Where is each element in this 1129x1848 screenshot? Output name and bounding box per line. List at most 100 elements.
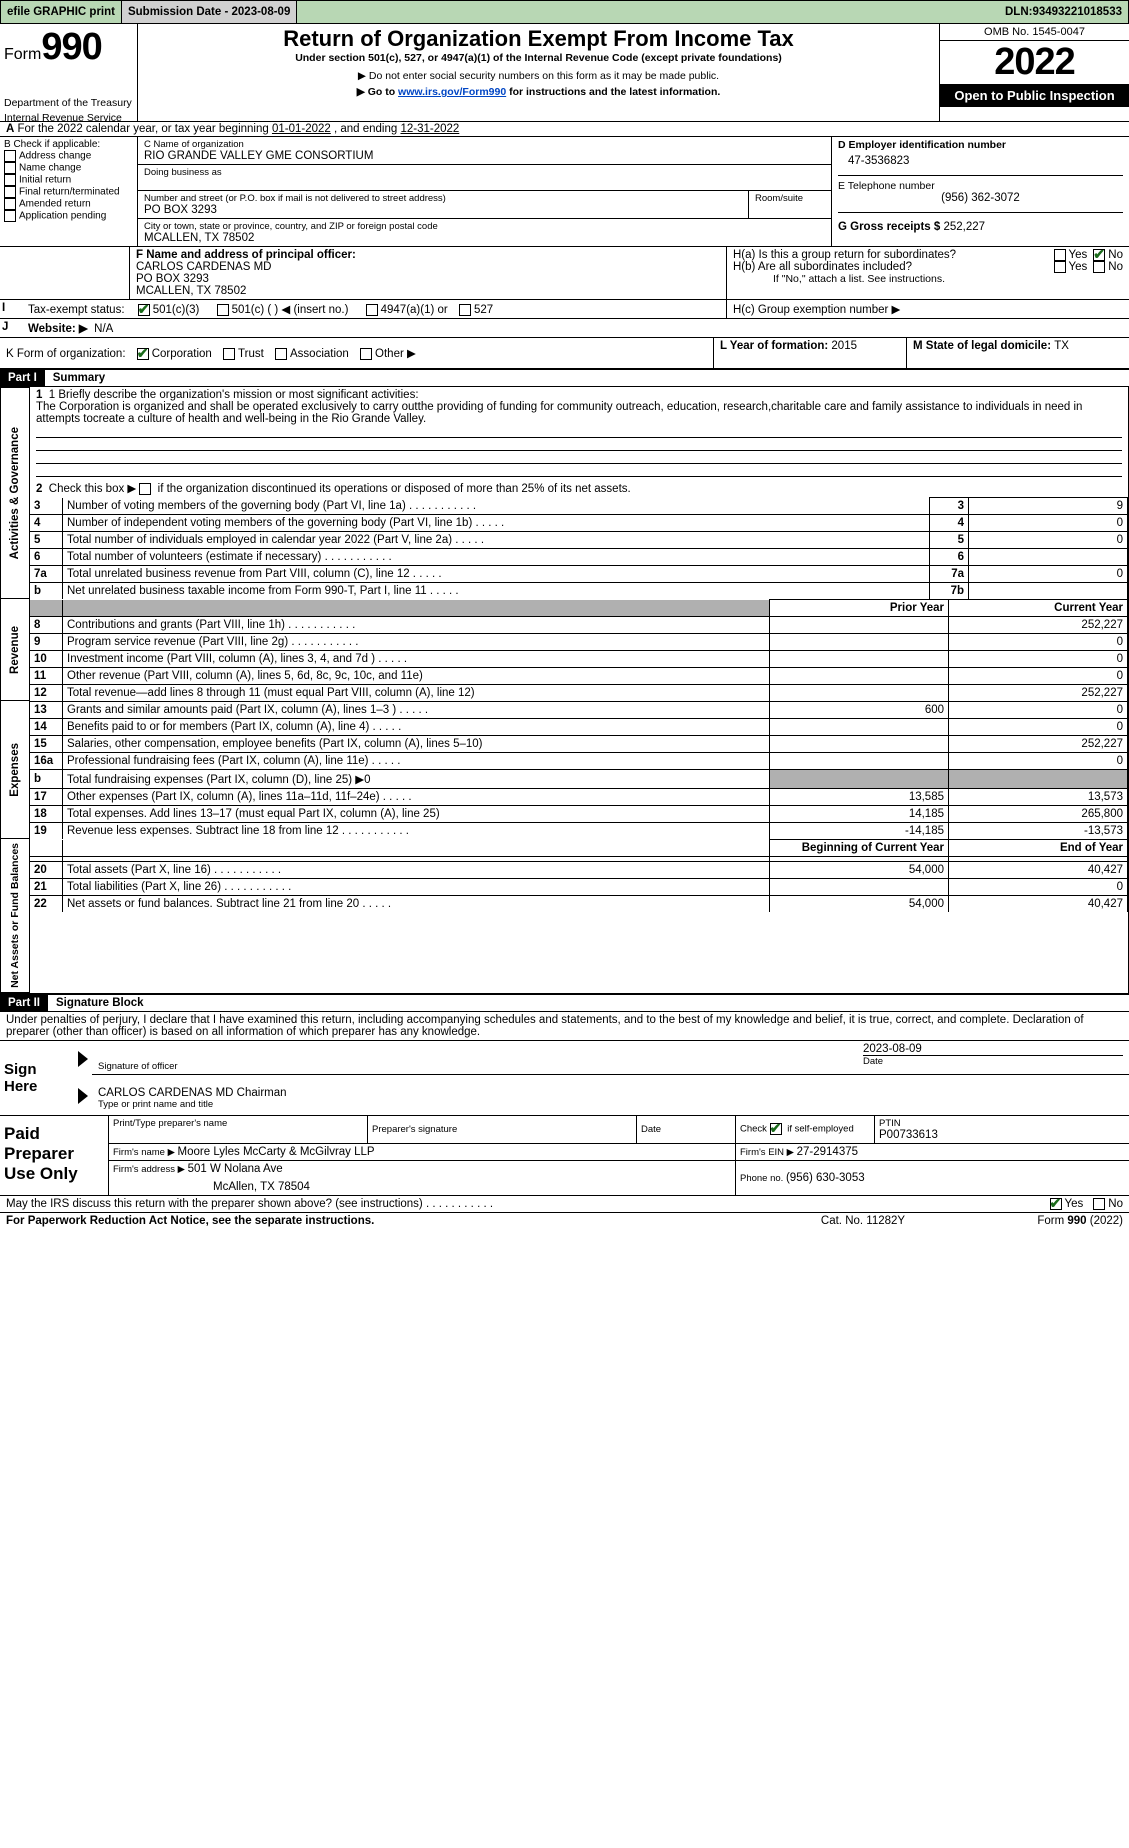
box-b: B Check if applicable: Address change Na… — [0, 137, 138, 246]
side-expenses: Expenses — [7, 739, 23, 801]
label-website: Website: ▶ — [28, 323, 88, 335]
goto-note: ▶ Go to www.irs.gov/Form990 for instruct… — [146, 86, 931, 98]
table-row: 19Revenue less expenses. Subtract line 1… — [30, 823, 1128, 840]
table-row: 7aTotal unrelated business revenue from … — [30, 566, 1128, 583]
table-row: 17Other expenses (Part IX, column (A), l… — [30, 789, 1128, 806]
sig-date: 2023-08-09 — [863, 1043, 1123, 1055]
org-name: RIO GRANDE VALLEY GME CONSORTIUM — [144, 150, 825, 162]
omb-number: OMB No. 1545-0047 — [940, 24, 1129, 41]
form-number: Form990 — [4, 26, 133, 69]
side-revenue: Revenue — [7, 622, 23, 678]
chk-other[interactable]: Other ▶ — [360, 348, 416, 360]
table-row: 6Total number of volunteers (estimate if… — [30, 549, 1128, 566]
label-tax-status: Tax-exempt status: — [28, 304, 125, 316]
chk-527[interactable]: 527 — [459, 304, 493, 316]
label-gross: G Gross receipts $ — [838, 221, 943, 233]
table-row: 9Program service revenue (Part VIII, lin… — [30, 634, 1128, 651]
h-a-no[interactable]: No — [1093, 249, 1123, 261]
h-b-yes[interactable]: Yes — [1054, 261, 1088, 273]
chk-assoc[interactable]: Association — [275, 348, 349, 360]
dln: DLN: 93493221018533 — [999, 1, 1128, 23]
part2-header: Part II Signature Block — [0, 994, 1129, 1012]
preparer-table: Print/Type preparer's name Preparer's si… — [108, 1116, 1129, 1195]
chk-discontinued[interactable] — [139, 483, 151, 495]
table-row: 16aProfessional fundraising fees (Part I… — [30, 753, 1128, 770]
year-formation: 2015 — [831, 340, 857, 352]
label-room: Room/suite — [755, 193, 825, 204]
officer-name-title: CARLOS CARDENAS MD Chairman — [98, 1077, 1123, 1099]
discuss-no[interactable]: No — [1093, 1198, 1123, 1210]
table-row: 10Investment income (Part VIII, column (… — [30, 651, 1128, 668]
chk-initial-return[interactable]: Initial return — [4, 174, 133, 186]
side-activities: Activities & Governance — [7, 423, 23, 563]
chk-corp[interactable]: Corporation — [137, 348, 212, 360]
chk-final-return[interactable]: Final return/terminated — [4, 186, 133, 198]
table-row: bNet unrelated business taxable income f… — [30, 583, 1128, 600]
label-type-name: Type or print name and title — [98, 1099, 1123, 1110]
label-officer: F Name and address of principal officer: — [136, 249, 720, 261]
table-row: 18Total expenses. Add lines 13–17 (must … — [30, 806, 1128, 823]
footer-form: Form 990 (2022) — [963, 1215, 1123, 1227]
table-row: 15Salaries, other compensation, employee… — [30, 736, 1128, 753]
submission-date-button[interactable]: Submission Date - 2023-08-09 — [122, 1, 297, 23]
paid-preparer-label: Paid Preparer Use Only — [0, 1116, 108, 1195]
officer-name: CARLOS CARDENAS MD — [136, 261, 720, 273]
discuss-yes[interactable]: Yes — [1050, 1198, 1084, 1210]
table-row: 4Number of independent voting members of… — [30, 515, 1128, 532]
tax-year: 2022 — [940, 41, 1129, 84]
part1-header: Part I Summary — [0, 369, 1129, 387]
label-phone: E Telephone number — [838, 180, 1123, 192]
table-row: 12Total revenue—add lines 8 through 11 (… — [30, 685, 1128, 702]
chk-self-employed[interactable] — [770, 1123, 782, 1135]
label-dba: Doing business as — [144, 167, 825, 178]
org-city: MCALLEN, TX 78502 — [144, 232, 825, 244]
form-subtitle: Under section 501(c), 527, or 4947(a)(1)… — [146, 52, 931, 64]
table-row: 22Net assets or fund balances. Subtract … — [30, 896, 1128, 913]
penalty-text: Under penalties of perjury, I declare th… — [0, 1012, 1129, 1041]
chk-amended-return[interactable]: Amended return — [4, 198, 133, 210]
arrow-icon — [78, 1088, 88, 1104]
chk-address-change[interactable]: Address change — [4, 150, 133, 162]
label-org-name: C Name of organization — [144, 139, 825, 150]
q2: 2 Check this box ▶ if the organization d… — [30, 479, 1128, 497]
h-c: H(c) Group exemption number ▶ — [727, 300, 1129, 318]
table-row: 5Total number of individuals employed in… — [30, 532, 1128, 549]
chk-501c[interactable]: 501(c) ( ) ◀ (insert no.) — [217, 304, 349, 316]
label-street: Number and street (or P.O. box if mail i… — [144, 193, 742, 204]
chk-501c3[interactable]: 501(c)(3) — [138, 304, 200, 316]
h-a-yes[interactable]: Yes — [1054, 249, 1088, 261]
irs-link[interactable]: www.irs.gov/Form990 — [398, 86, 506, 98]
label-year-formation: L Year of formation: — [720, 340, 831, 352]
table-row: 13Grants and similar amounts paid (Part … — [30, 702, 1128, 719]
table-row: 21Total liabilities (Part X, line 26)0 — [30, 879, 1128, 896]
state-domicile: TX — [1054, 340, 1069, 352]
label-date: Date — [863, 1055, 1123, 1067]
summary-netassets-table: Beginning of Current YearEnd of Year 20T… — [30, 839, 1128, 912]
table-row: 20Total assets (Part X, line 16)54,00040… — [30, 862, 1128, 879]
q1-label: 1 1 Briefly describe the organization's … — [36, 389, 1122, 401]
h-b-no[interactable]: No — [1093, 261, 1123, 273]
label-sig-officer: Signature of officer — [98, 1061, 851, 1072]
label-form-org: K Form of organization: — [6, 348, 126, 360]
chk-4947[interactable]: 4947(a)(1) or — [366, 304, 448, 316]
summary-expenses-table: 13Grants and similar amounts paid (Part … — [30, 701, 1128, 839]
ein-value: 47-3536823 — [838, 151, 1123, 167]
h-a: H(a) Is this a group return for subordin… — [733, 249, 1054, 261]
table-row: 3Number of voting members of the governi… — [30, 498, 1128, 515]
arrow-icon — [78, 1051, 88, 1067]
label-state-domicile: M State of legal domicile: — [913, 340, 1054, 352]
discuss-question: May the IRS discuss this return with the… — [6, 1198, 1050, 1210]
officer-street: PO BOX 3293 — [136, 273, 720, 285]
h-b: H(b) Are all subordinates included? — [733, 261, 1054, 273]
footer-cat: Cat. No. 11282Y — [763, 1215, 963, 1227]
table-row: 8Contributions and grants (Part VIII, li… — [30, 617, 1128, 634]
ssn-note: ▶ Do not enter social security numbers o… — [146, 70, 931, 82]
chk-trust[interactable]: Trust — [223, 348, 264, 360]
dba-value — [144, 178, 825, 188]
chk-name-change[interactable]: Name change — [4, 162, 133, 174]
form-header: Form990 Department of the Treasury Inter… — [0, 24, 1129, 122]
q1-text: The Corporation is organized and shall b… — [36, 401, 1122, 425]
chk-application-pending[interactable]: Application pending — [4, 210, 133, 222]
line-a-tax-year: A For the 2022 calendar year, or tax yea… — [0, 122, 1129, 137]
summary-revenue-table: Prior YearCurrent Year 8Contributions an… — [30, 599, 1128, 701]
